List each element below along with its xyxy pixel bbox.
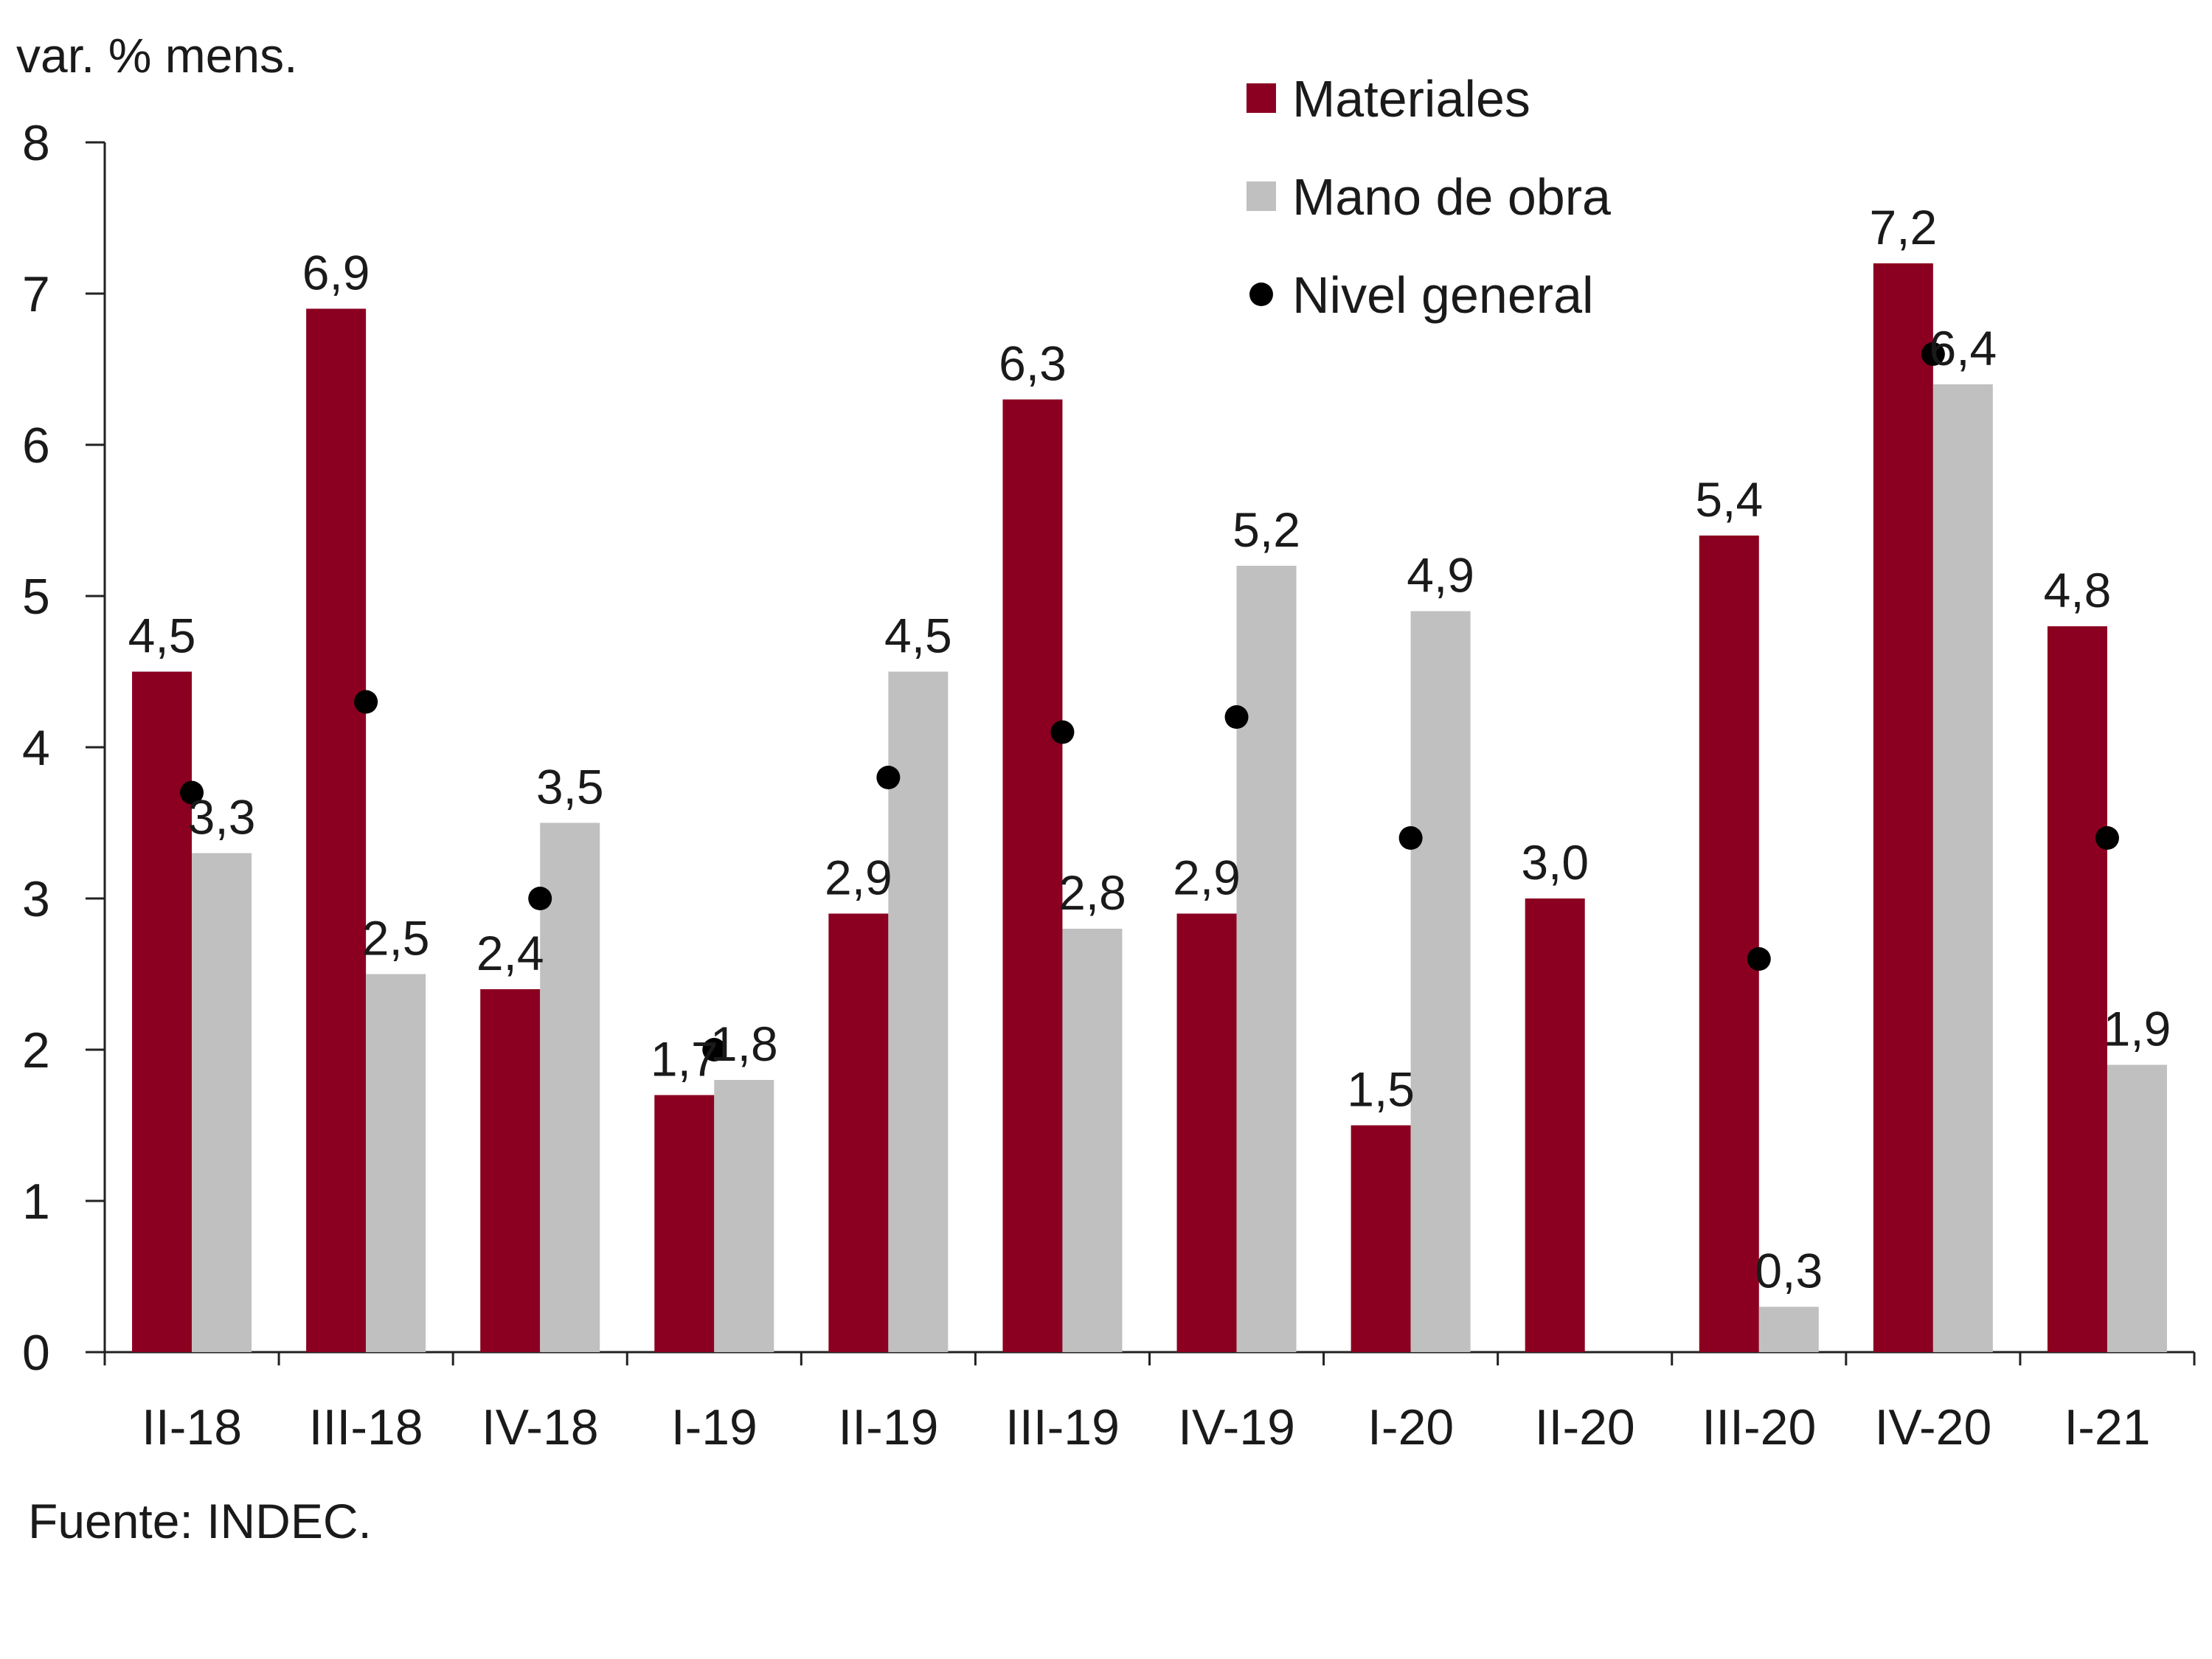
- bar-mano-de-obra: [366, 974, 426, 1352]
- x-tick-label: I-20: [1367, 1399, 1454, 1455]
- point-nivel-general: [1747, 947, 1771, 971]
- data-label: 2,9: [825, 851, 892, 905]
- legend-label-nivel-general: Nivel general: [1292, 266, 1594, 324]
- x-tick-label: III-18: [309, 1399, 423, 1455]
- bar-mano-de-obra: [2107, 1064, 2167, 1352]
- legend: Materiales Mano de obra Nivel general: [1247, 70, 1611, 324]
- y-tick-label: 1: [22, 1174, 50, 1230]
- data-label: 4,5: [884, 609, 952, 663]
- data-label: 5,4: [1695, 472, 1763, 527]
- point-nivel-general: [528, 887, 552, 910]
- point-nivel-general: [2095, 826, 2119, 850]
- bar-mano-de-obra: [192, 853, 252, 1352]
- data-label: 3,0: [1521, 835, 1589, 890]
- y-tick-label: 6: [22, 418, 50, 474]
- bar-materiales: [1873, 263, 1933, 1352]
- bar-mano-de-obra: [540, 822, 600, 1352]
- y-tick-label: 8: [22, 115, 50, 171]
- legend-label-materiales: Materiales: [1292, 70, 1530, 128]
- y-unit-label: var. % mens.: [16, 28, 297, 83]
- x-tick-label: I-21: [2064, 1399, 2150, 1455]
- x-tick-label: IV-18: [482, 1399, 599, 1455]
- bar-materiales: [1176, 913, 1237, 1352]
- point-nivel-general: [876, 766, 901, 789]
- x-tick-label: IV-19: [1178, 1399, 1295, 1455]
- data-label: 4,9: [1407, 548, 1474, 603]
- bar-materiales: [1351, 1125, 1411, 1352]
- data-label: 2,9: [1173, 851, 1241, 905]
- bar-mano-de-obra: [1236, 566, 1297, 1352]
- y-tick-label: 5: [22, 569, 50, 625]
- data-label: 0,3: [1755, 1244, 1823, 1298]
- data-label: 2,8: [1058, 865, 1126, 920]
- data-label: 2,4: [476, 926, 544, 980]
- data-label: 6,3: [999, 336, 1067, 391]
- bar-mano-de-obra: [1932, 384, 1993, 1352]
- bar-materiales: [132, 671, 193, 1352]
- x-tick-label: III-20: [1702, 1399, 1816, 1455]
- point-nivel-general: [1224, 705, 1249, 729]
- x-tick-label: III-19: [1005, 1399, 1120, 1455]
- bar-materiales: [1699, 536, 1759, 1352]
- axes: 0 1 2 3 4 5 6 7 8 II-18 III-18 IV-18 I-19 II-19 III-19…: [22, 115, 2196, 1455]
- data-label: 1,9: [2104, 1002, 2171, 1056]
- legend-swatch-nivel-general: [1249, 283, 1273, 306]
- data-label: 4,5: [128, 609, 196, 663]
- y-tick-label: 0: [22, 1325, 50, 1381]
- bar-materiales: [2047, 626, 2107, 1352]
- data-label: 7,2: [1870, 200, 1938, 254]
- bar-mano-de-obra: [888, 671, 949, 1352]
- data-labels: 4,5 6,9 2,4 1,7 2,9 6,3 2,9 1,5 3,0 5,4 7,2 4,8 3,3 2…: [128, 200, 2171, 1298]
- bar-materiales: [1525, 898, 1585, 1352]
- bar-materiales: [1002, 399, 1063, 1352]
- legend-swatch-materiales: [1247, 83, 1276, 113]
- bar-mano-de-obra: [1062, 929, 1123, 1352]
- x-tick-label: II-19: [838, 1399, 938, 1455]
- bar-mano-de-obra: [714, 1080, 774, 1352]
- data-label: 4,8: [2044, 563, 2112, 617]
- bar-mano-de-obra: [1758, 1306, 1819, 1352]
- data-label: 3,5: [536, 760, 604, 814]
- data-label: 6,4: [1930, 321, 1997, 375]
- point-nivel-general: [702, 1038, 727, 1061]
- y-tick-label: 2: [22, 1022, 50, 1078]
- data-label: 2,5: [362, 911, 430, 966]
- y-tick-label: 4: [22, 720, 50, 776]
- x-tick-label: II-18: [142, 1399, 242, 1455]
- y-tick-label: 3: [22, 871, 50, 927]
- bar-mano-de-obra: [1410, 611, 1471, 1352]
- bar-materiales: [480, 989, 541, 1352]
- points: [180, 342, 2119, 1061]
- bar-materiales: [654, 1095, 715, 1352]
- data-label: 5,2: [1232, 502, 1300, 557]
- source-note: Fuente: INDEC.: [28, 1494, 372, 1548]
- point-nivel-general: [1921, 342, 1945, 366]
- legend-label-mano-de-obra: Mano de obra: [1292, 168, 1611, 226]
- y-tick-label: 7: [22, 266, 50, 322]
- point-nivel-general: [354, 690, 378, 714]
- point-nivel-general: [180, 780, 204, 805]
- point-nivel-general: [1050, 720, 1075, 744]
- x-tick-label: IV-20: [1874, 1399, 1991, 1455]
- x-tick-label: II-20: [1535, 1399, 1635, 1455]
- data-label: 1,5: [1347, 1062, 1415, 1117]
- data-label: 3,3: [188, 790, 256, 845]
- data-label: 1,7: [651, 1032, 718, 1087]
- data-label: 1,8: [710, 1016, 778, 1071]
- bar-materiales: [306, 308, 367, 1352]
- bars: [132, 263, 2167, 1352]
- legend-swatch-mano-de-obra: [1247, 181, 1276, 211]
- bar-materiales: [828, 913, 889, 1352]
- x-tick-label: I-19: [671, 1399, 757, 1455]
- data-label: 6,9: [302, 246, 370, 300]
- point-nivel-general: [1398, 826, 1423, 850]
